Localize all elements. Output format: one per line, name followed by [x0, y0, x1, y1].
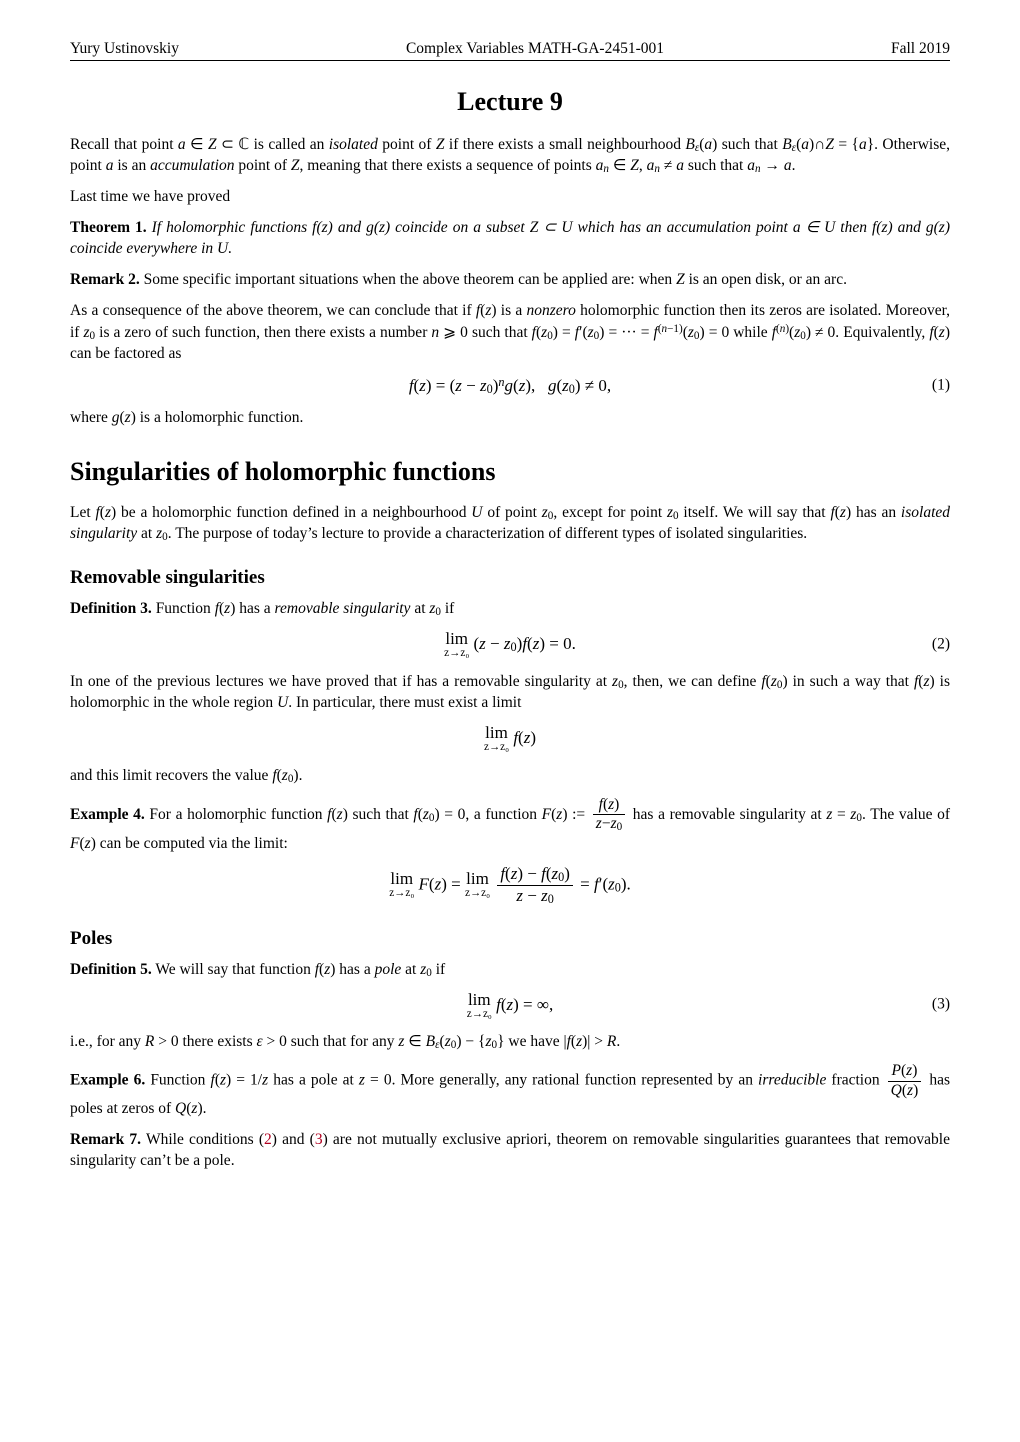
lim-text: lim [485, 723, 508, 742]
limit-symbol-2: lim z→z₀ [484, 724, 509, 754]
definition-5-label: Definition 5. [70, 961, 152, 978]
paragraph-where-g: where g(z) is a holomorphic function. [70, 408, 950, 429]
header-right: Fall 2019 [891, 40, 950, 58]
remark-2-label: Remark 2. [70, 271, 140, 288]
running-header: Yury Ustinovskiy Complex Variables MATH-… [70, 40, 950, 58]
equation-3: lim z→z₀ f(z) = ∞, (3) [70, 991, 950, 1021]
example-6-label: Example 6. [70, 1072, 145, 1089]
definition-3: Definition 3. Function f(z) has a remova… [70, 599, 950, 620]
paragraph-consequence: As a consequence of the above theorem, w… [70, 301, 950, 365]
header-left: Yury Ustinovskiy [70, 40, 179, 58]
definition-5: Definition 5. We will say that function … [70, 960, 950, 981]
fraction-fz-over-z-minus-z0: f(z) z−z0 [593, 797, 625, 834]
lim-sub: z→z₀ [389, 888, 414, 900]
lim-text: lim [390, 869, 413, 888]
lim-text: lim [445, 629, 468, 648]
theorem-1-body: If holomorphic functions f(z) and g(z) c… [70, 219, 950, 257]
limit-symbol-4: lim z→z₀ [465, 870, 490, 900]
theorem-1: Theorem 1. If holomorphic functions f(z)… [70, 218, 950, 260]
equation-2: lim z→z₀ (z − z0)f(z) = 0. (2) [70, 630, 950, 660]
header-rule [70, 60, 950, 61]
subsection-removable: Removable singularities [70, 567, 950, 589]
equation-1-tag: (1) [932, 376, 950, 395]
limit-symbol-5: lim z→z₀ [467, 991, 492, 1021]
paragraph-limit-recovers: and this limit recovers the value f(z0). [70, 766, 950, 787]
fraction-p-over-q: P(z) Q(z) [888, 1063, 922, 1099]
example-4: Example 4. For a holomorphic function f(… [70, 797, 950, 855]
limit-symbol-3: lim z→z₀ [389, 870, 414, 900]
paragraph-last-time: Last time we have proved [70, 187, 950, 208]
lecture-title: Lecture 9 [70, 87, 950, 117]
theorem-1-label: Theorem 1. [70, 219, 147, 236]
remark-2-body: Some specific important situations when … [144, 271, 847, 288]
lim-sub: z→z₀ [465, 888, 490, 900]
lim-text: lim [468, 990, 491, 1009]
lim-sub: z→z₀ [484, 742, 509, 754]
paragraph-intro-isolated: Recall that point a ∈ Z ⊂ ℂ is called an… [70, 135, 950, 177]
equation-2-tag: (2) [932, 636, 950, 655]
remark-7-label: Remark 7. [70, 1131, 141, 1148]
paragraph-removable-explain: In one of the previous lectures we have … [70, 672, 950, 714]
fraction-difference-quotient: f(z) − f(z0) z − z0 [497, 865, 573, 906]
definition-3-label: Definition 3. [70, 600, 152, 617]
paragraph-pole-ie: i.e., for any R > 0 there exists ε > 0 s… [70, 1032, 950, 1053]
section-singularities: Singularities of holomorphic functions [70, 457, 950, 487]
example-4-label: Example 4. [70, 806, 145, 823]
lim-sub: z→z₀ [444, 648, 469, 660]
equation-limit-fz: lim z→z₀ f(z) [70, 724, 950, 754]
limit-symbol: lim z→z₀ [444, 630, 469, 660]
lim-text: lim [466, 869, 489, 888]
subsection-poles: Poles [70, 928, 950, 950]
paragraph-singularities-intro: Let f(z) be a holomorphic function defin… [70, 503, 950, 545]
header-center: Complex Variables MATH-GA-2451-001 [406, 40, 664, 58]
remark-2: Remark 2. Some specific important situat… [70, 270, 950, 291]
equation-3-tag: (3) [932, 996, 950, 1015]
example-6: Example 6. Function f(z) = 1/z has a pol… [70, 1063, 950, 1119]
page: Yury Ustinovskiy Complex Variables MATH-… [0, 0, 1020, 1442]
equation-example-4: lim z→z₀ F(z) = lim z→z₀ f(z) − f(z0) z … [70, 865, 950, 906]
remark-7: Remark 7. While conditions (2) and (3) a… [70, 1130, 950, 1172]
lim-sub: z→z₀ [467, 1009, 492, 1021]
equation-1: f(z) = (z − z0)ng(z), g(z0) ≠ 0, (1) [70, 375, 950, 397]
